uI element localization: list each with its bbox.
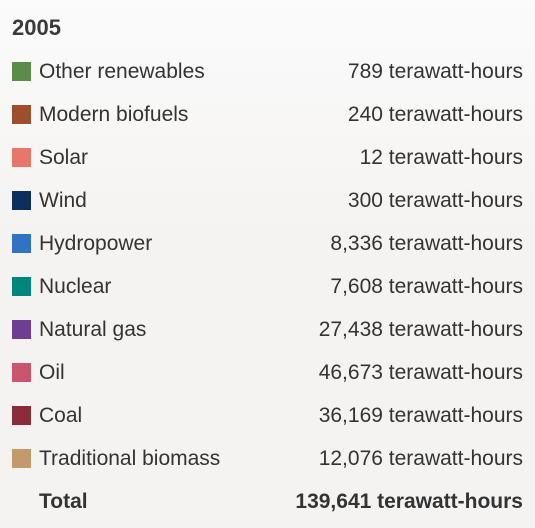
row-value: 789 terawatt-hours: [347, 59, 523, 83]
legend-row-coal: Coal 36,169 terawatt-hours: [12, 394, 523, 437]
row-label: Solar: [39, 145, 89, 169]
swatch-natural-gas: [12, 320, 31, 339]
row-value: 240 terawatt-hours: [347, 102, 523, 126]
total-row: Total 139,641 terawatt-hours: [12, 480, 523, 523]
legend-row-wind: Wind 300 terawatt-hours: [12, 179, 523, 222]
legend-row-natural-gas: Natural gas 27,438 terawatt-hours: [12, 308, 523, 351]
legend-row-modern-biofuels: Modern biofuels 240 terawatt-hours: [12, 93, 523, 136]
row-value: 27,438 terawatt-hours: [318, 317, 523, 341]
legend-row-solar: Solar 12 terawatt-hours: [12, 136, 523, 179]
row-label: Traditional biomass: [39, 446, 221, 470]
legend-row-oil: Oil 46,673 terawatt-hours: [12, 351, 523, 394]
row-value: 7,608 terawatt-hours: [330, 274, 523, 298]
row-label: Hydropower: [39, 231, 153, 255]
total-swatch-spacer: [12, 492, 31, 511]
legend-row-hydropower: Hydropower 8,336 terawatt-hours: [12, 222, 523, 265]
row-label: Oil: [39, 360, 65, 384]
row-value: 12,076 terawatt-hours: [318, 446, 523, 470]
row-label: Natural gas: [39, 317, 147, 341]
row-value: 300 terawatt-hours: [347, 188, 523, 212]
row-value: 46,673 terawatt-hours: [318, 360, 523, 384]
swatch-modern-biofuels: [12, 105, 31, 124]
legend-row-nuclear: Nuclear 7,608 terawatt-hours: [12, 265, 523, 308]
swatch-wind: [12, 191, 31, 210]
tooltip-year: 2005: [12, 15, 61, 40]
row-label: Nuclear: [39, 274, 112, 298]
total-label: Total: [39, 489, 88, 513]
total-value: 139,641 terawatt-hours: [295, 489, 523, 513]
row-value: 36,169 terawatt-hours: [318, 403, 523, 427]
swatch-nuclear: [12, 277, 31, 296]
row-label: Other renewables: [39, 59, 205, 83]
row-value: 8,336 terawatt-hours: [330, 231, 523, 255]
row-label: Coal: [39, 403, 83, 427]
row-value: 12 terawatt-hours: [359, 145, 523, 169]
row-label: Wind: [39, 188, 87, 212]
swatch-coal: [12, 406, 31, 425]
swatch-hydropower: [12, 234, 31, 253]
legend-row-traditional-biomass: Traditional biomass 12,076 terawatt-hour…: [12, 437, 523, 480]
legend-row-other-renewables: Other renewables 789 terawatt-hours: [12, 50, 523, 93]
swatch-traditional-biomass: [12, 449, 31, 468]
swatch-solar: [12, 148, 31, 167]
row-label: Modern biofuels: [39, 102, 189, 126]
swatch-other-renewables: [12, 62, 31, 81]
swatch-oil: [12, 363, 31, 382]
